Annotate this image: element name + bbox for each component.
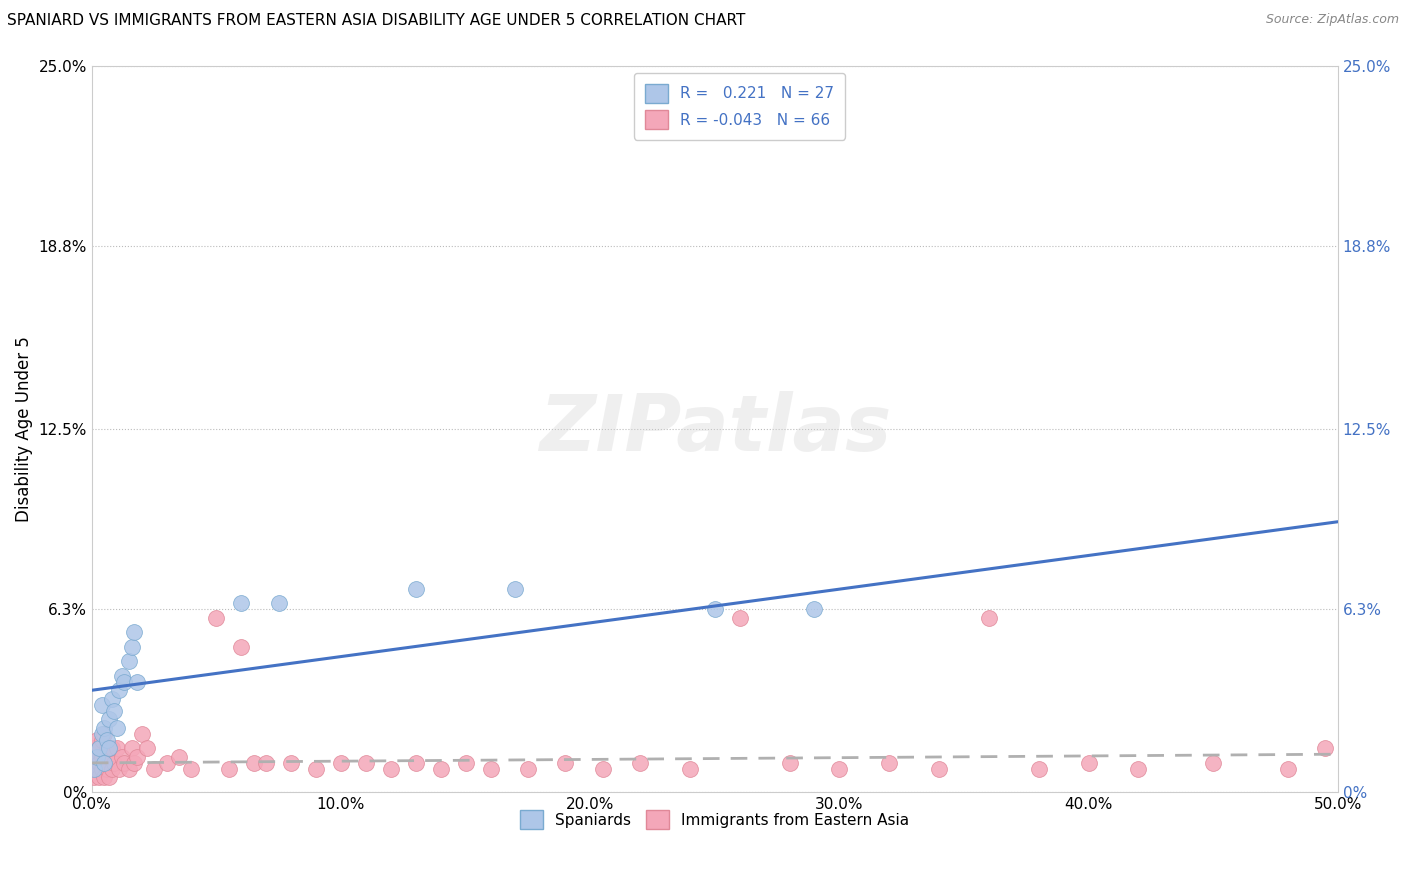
Point <box>405 756 427 770</box>
Point <box>135 741 157 756</box>
Point <box>454 756 477 770</box>
Point <box>86 762 108 776</box>
Point <box>100 741 122 756</box>
Point <box>86 750 108 764</box>
Text: Source: ZipAtlas.com: Source: ZipAtlas.com <box>1265 13 1399 27</box>
Y-axis label: Disability Age Under 5: Disability Age Under 5 <box>15 336 32 522</box>
Point <box>628 756 651 770</box>
Point <box>1077 756 1099 770</box>
Point <box>122 756 145 770</box>
Point <box>96 732 118 747</box>
Point <box>100 692 122 706</box>
Point <box>112 674 135 689</box>
Point <box>380 762 402 776</box>
Point <box>505 582 527 596</box>
Point <box>231 640 253 654</box>
Point <box>90 762 112 776</box>
Point <box>98 750 121 764</box>
Point <box>803 602 825 616</box>
Point <box>205 610 228 624</box>
Point <box>516 762 538 776</box>
Legend: Spaniards, Immigrants from Eastern Asia: Spaniards, Immigrants from Eastern Asia <box>513 805 915 835</box>
Point <box>231 596 253 610</box>
Point <box>98 712 121 726</box>
Point <box>89 741 111 756</box>
Point <box>977 610 1000 624</box>
Point <box>89 741 111 756</box>
Point <box>267 596 290 610</box>
Point <box>1202 756 1225 770</box>
Point <box>90 727 112 741</box>
Point <box>429 762 451 776</box>
Point <box>98 741 121 756</box>
Point <box>111 750 134 764</box>
Point <box>180 762 202 776</box>
Point <box>108 762 131 776</box>
Point <box>93 771 115 785</box>
Point <box>86 750 108 764</box>
Point <box>592 762 614 776</box>
Point <box>167 750 190 764</box>
Point <box>354 756 377 770</box>
Point <box>90 750 112 764</box>
Point <box>779 756 801 770</box>
Point <box>89 771 111 785</box>
Point <box>100 762 122 776</box>
Point <box>143 762 166 776</box>
Point <box>83 756 105 770</box>
Point <box>125 750 148 764</box>
Point <box>108 683 131 698</box>
Point <box>679 762 702 776</box>
Point <box>155 756 177 770</box>
Point <box>86 732 108 747</box>
Point <box>83 771 105 785</box>
Point <box>828 762 851 776</box>
Point <box>103 756 125 770</box>
Point <box>111 669 134 683</box>
Point <box>554 756 576 770</box>
Point <box>254 756 277 770</box>
Point <box>131 727 153 741</box>
Point <box>728 610 751 624</box>
Point <box>90 698 112 712</box>
Point <box>280 756 302 770</box>
Point <box>96 762 118 776</box>
Point <box>118 762 141 776</box>
Point <box>103 704 125 718</box>
Point <box>93 727 115 741</box>
Point <box>330 756 353 770</box>
Point <box>928 762 950 776</box>
Point <box>93 721 115 735</box>
Point <box>877 756 900 770</box>
Point <box>105 721 128 735</box>
Point <box>305 762 328 776</box>
Point <box>405 582 427 596</box>
Point <box>121 741 143 756</box>
Text: ZIPatlas: ZIPatlas <box>538 391 891 467</box>
Point <box>1315 741 1337 756</box>
Point <box>96 741 118 756</box>
Point <box>98 771 121 785</box>
Point <box>93 756 115 770</box>
Point <box>118 654 141 668</box>
Point <box>703 602 725 616</box>
Point <box>654 87 676 102</box>
Text: SPANIARD VS IMMIGRANTS FROM EASTERN ASIA DISABILITY AGE UNDER 5 CORRELATION CHAR: SPANIARD VS IMMIGRANTS FROM EASTERN ASIA… <box>7 13 745 29</box>
Point <box>479 762 502 776</box>
Point <box>121 640 143 654</box>
Point <box>112 756 135 770</box>
Point <box>1128 762 1150 776</box>
Point <box>105 741 128 756</box>
Point <box>122 625 145 640</box>
Point <box>89 756 111 770</box>
Point <box>83 762 105 776</box>
Point <box>218 762 240 776</box>
Point <box>125 674 148 689</box>
Point <box>1028 762 1050 776</box>
Point <box>90 732 112 747</box>
Point <box>1277 762 1299 776</box>
Point <box>242 756 264 770</box>
Point <box>83 741 105 756</box>
